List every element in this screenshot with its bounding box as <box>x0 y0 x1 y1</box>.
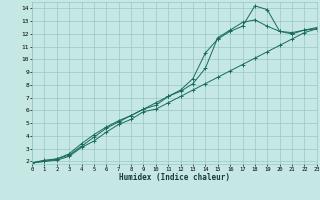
X-axis label: Humidex (Indice chaleur): Humidex (Indice chaleur) <box>119 173 230 182</box>
